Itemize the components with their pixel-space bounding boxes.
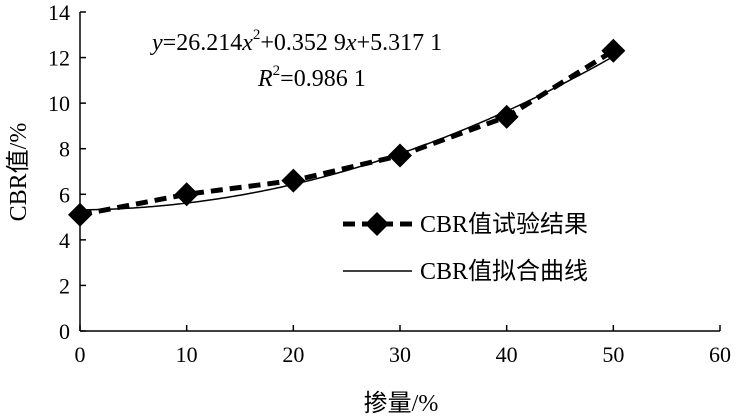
y-tick-label: 2 — [59, 273, 70, 298]
data-point-diamond — [601, 38, 626, 63]
legend-exp-label: CBR值试验结果 — [420, 211, 588, 238]
x-tick-label: 40 — [496, 342, 518, 367]
legend-fit-label: CBR值拟合曲线 — [420, 258, 588, 285]
fit-equation: y=26.214x2+0.352 9x+5.317 1 — [150, 27, 442, 56]
y-tick-label: 10 — [48, 91, 70, 116]
eq-part2: +0.352 9 — [260, 30, 346, 56]
experimental-series — [68, 38, 626, 227]
eq-x2: x — [345, 30, 357, 56]
x-tick-label: 50 — [602, 342, 624, 367]
data-point-diamond — [174, 182, 199, 207]
eq-x1: x — [241, 30, 253, 56]
y-tick-label: 0 — [59, 319, 70, 344]
r2-value: =0.986 1 — [280, 66, 366, 92]
y-tick-label: 14 — [48, 0, 70, 25]
eq-y: y — [150, 30, 163, 56]
legend: CBR值试验结果 CBR值拟合曲线 — [343, 211, 588, 285]
x-tick-label: 0 — [75, 342, 86, 367]
y-tick-label: 6 — [59, 182, 70, 207]
r2-R: R — [257, 66, 273, 92]
ticks: 0 10 20 30 40 50 60 0 2 4 6 8 10 12 14 — [48, 0, 731, 367]
legend-exp-diamond — [365, 212, 389, 236]
eq-sup2: 2 — [253, 27, 261, 43]
y-tick-label: 12 — [48, 46, 70, 71]
experimental-line — [79, 48, 615, 218]
eq-part1: =26.214 — [163, 30, 243, 56]
x-tick-label: 60 — [709, 342, 731, 367]
x-axis-title: 掺量/% — [364, 390, 439, 416]
r2-sup2: 2 — [273, 63, 281, 79]
y-tick-label: 8 — [59, 137, 70, 162]
data-point-diamond — [281, 168, 306, 193]
x-tick-label: 30 — [389, 342, 411, 367]
data-point-diamond — [494, 104, 519, 129]
x-tick-label: 20 — [282, 342, 304, 367]
eq-part3: +5.317 1 — [357, 30, 443, 56]
axes — [79, 12, 720, 332]
r-squared: R2=0.986 1 — [257, 63, 366, 92]
y-tick-label: 4 — [59, 228, 70, 253]
x-tick-label: 10 — [176, 342, 198, 367]
y-axis-title: CBR值/% — [5, 123, 32, 222]
data-point-diamond — [68, 202, 92, 227]
data-point-diamond — [388, 143, 412, 168]
